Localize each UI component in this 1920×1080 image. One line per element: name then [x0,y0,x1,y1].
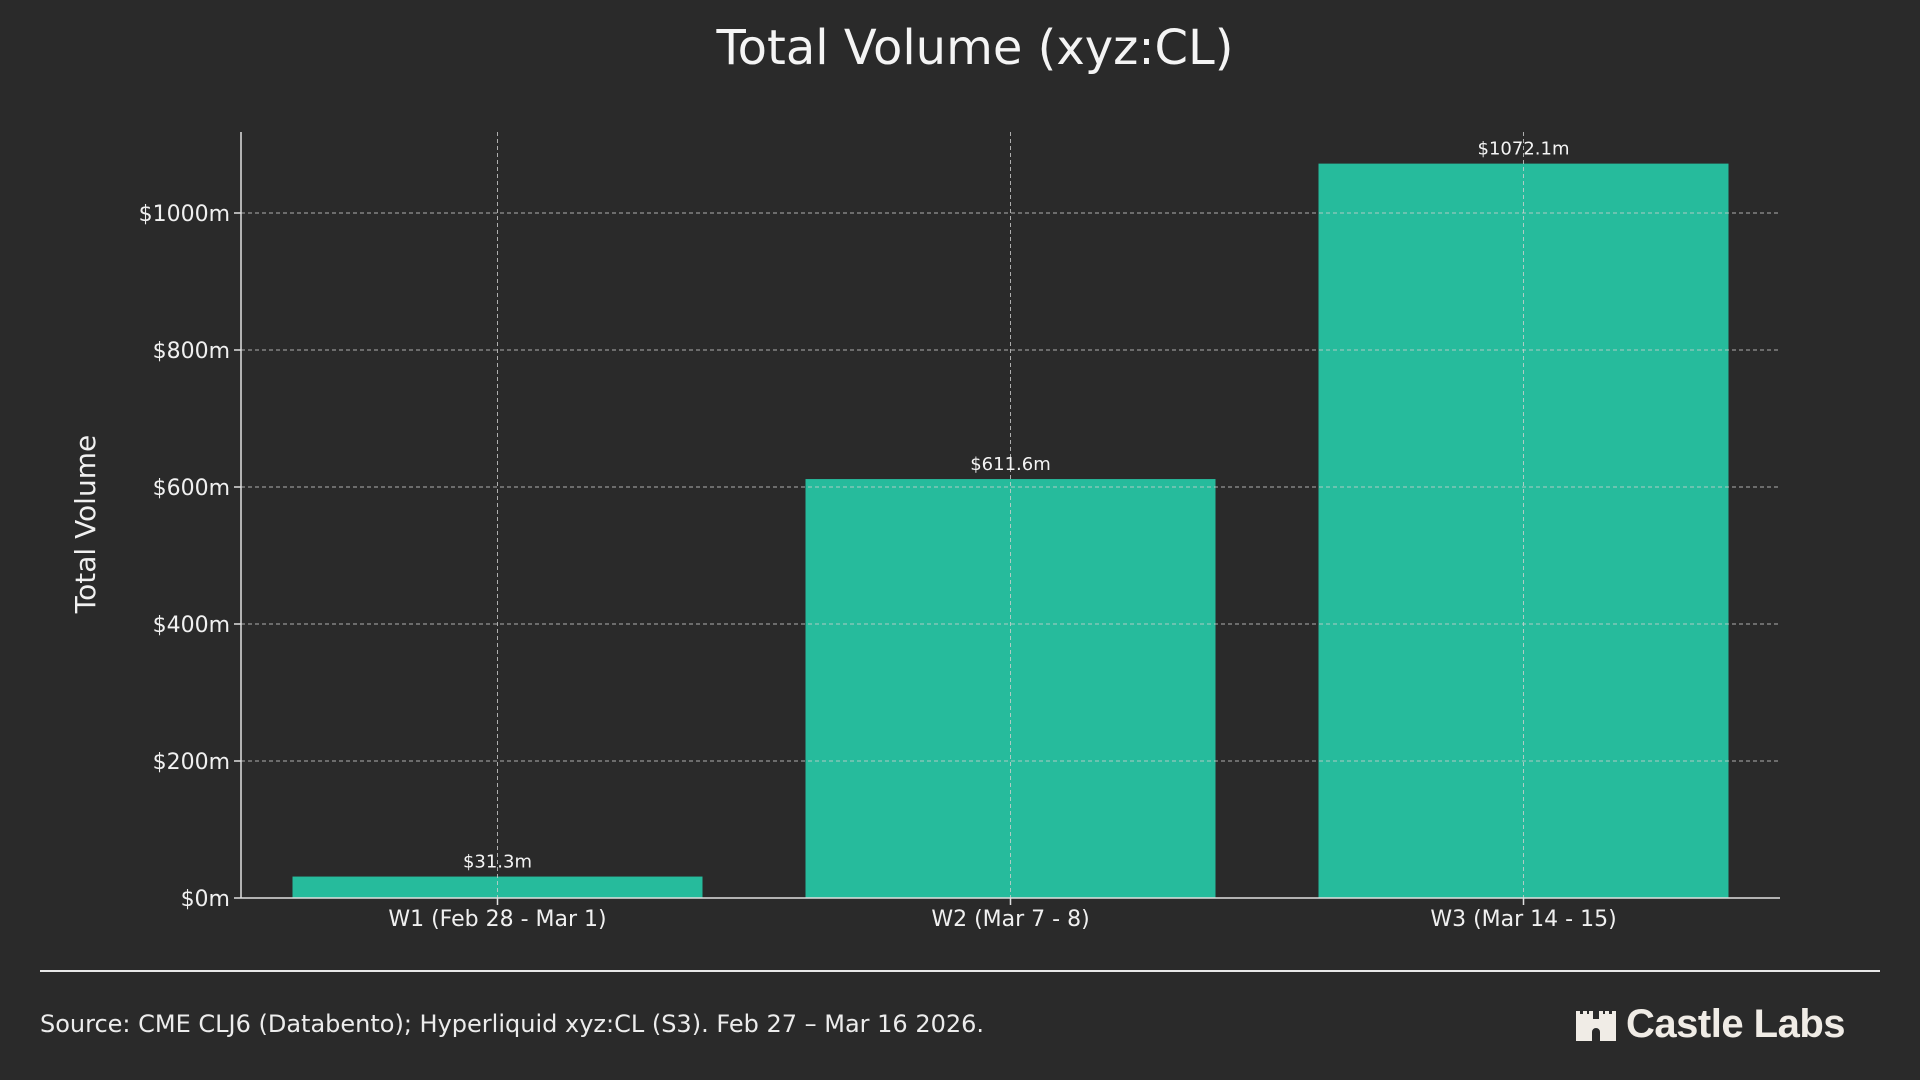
data-label: $31.3m [463,852,532,873]
x-tick-label: W3 (Mar 14 - 15) [1430,907,1616,932]
footer-divider [40,970,1880,972]
castle-labs-logo: Castle Labs [1576,1002,1846,1047]
x-tick-label: W2 (Mar 7 - 8) [931,907,1089,932]
y-tick-label: $0m [181,887,230,912]
bar-chart: $0m $200m $400m $600m $800m $1000m W1 (Feb 28 … [69,132,1780,932]
x-tick-label: W1 (Feb 28 - Mar 1) [388,907,606,932]
logo-text: Castle Labs [1626,1002,1846,1046]
data-label: $1072.1m [1478,139,1570,160]
y-tick-label: $600m [153,476,230,501]
chart-title: Total Volume (xyz:CL) [716,20,1234,76]
data-label: $611.6m [970,454,1051,475]
y-tick-label: $200m [153,750,230,775]
y-tick-label: $400m [153,613,230,638]
source-note: Source: CME CLJ6 (Databento); Hyperliqui… [40,1010,985,1038]
bar-1 [292,876,703,898]
castle-icon [1576,1010,1616,1041]
y-tick-label: $1000m [139,202,230,227]
y-axis-label: Total Volume [69,435,102,614]
y-tick-label: $800m [153,339,230,364]
